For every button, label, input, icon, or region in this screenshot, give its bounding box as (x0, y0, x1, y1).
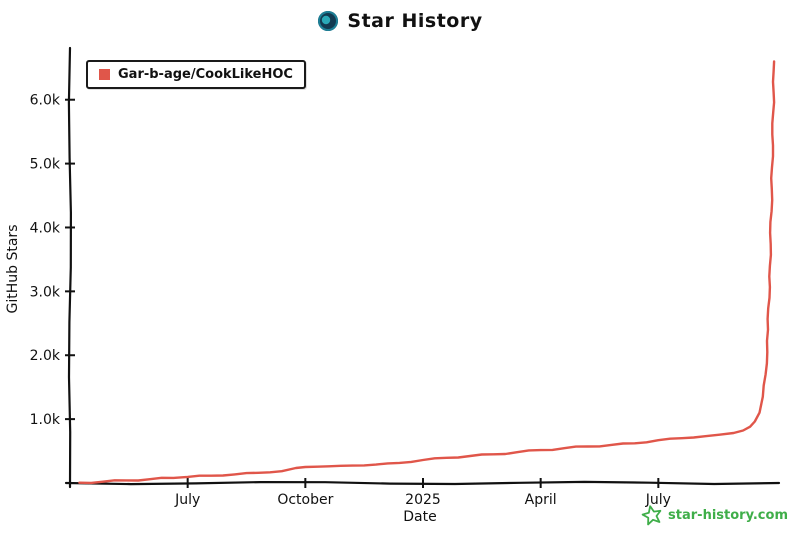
x-tick-label: October (277, 492, 333, 508)
x-axis-title: Date (403, 509, 436, 525)
watermark-link[interactable]: star-history.com (641, 505, 788, 526)
x-tick-label: July (174, 492, 200, 508)
legend: Gar-b-age/CookLikeHOC (86, 60, 306, 89)
x-tick-label: 2025 (405, 492, 441, 508)
y-tick-label: 6.0k (30, 93, 61, 109)
watermark-label: star-history.com (668, 507, 788, 523)
y-tick-label: 3.0k (30, 284, 61, 300)
y-tick-label: 1.0k (30, 412, 61, 428)
legend-label: Gar-b-age/CookLikeHOC (118, 67, 293, 82)
y-tick-label: 4.0k (30, 220, 61, 236)
star-history-logo-icon (318, 11, 339, 31)
x-tick-label: April (525, 492, 557, 508)
y-tick-label: 5.0k (30, 157, 61, 173)
x-tick-label: July (645, 492, 671, 508)
y-tick-label: 2.0k (30, 348, 61, 364)
star-icon (641, 505, 662, 526)
legend-swatch (99, 69, 110, 80)
series-line (78, 60, 776, 485)
y-axis-title: GitHub Stars (5, 225, 21, 314)
y-axis-line (67, 46, 73, 489)
header: Star History (0, 10, 800, 32)
page-title: Star History (347, 10, 483, 32)
